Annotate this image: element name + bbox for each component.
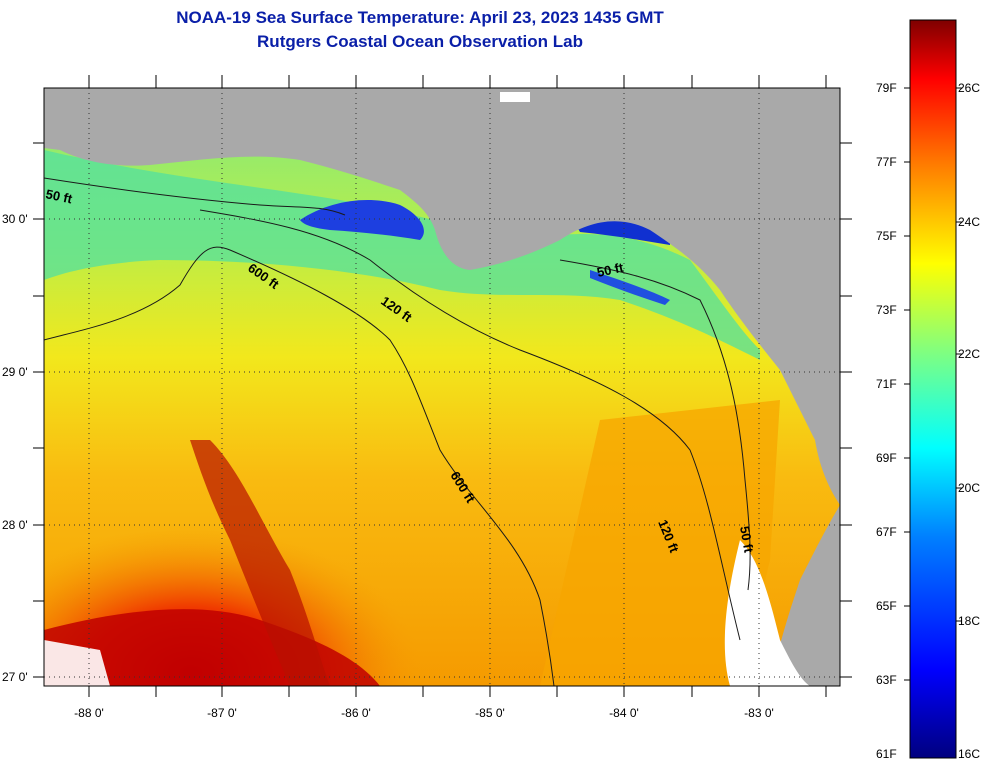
f-label: 69F [876, 451, 897, 465]
lat-label: 29 0' [2, 365, 28, 379]
contour-line-50ft-east [559, 259, 751, 591]
f-label: 71F [876, 377, 897, 391]
cold-streak [590, 270, 670, 305]
no-data-southwest [44, 640, 110, 686]
colorbar-ticks [904, 87, 962, 681]
coastal-cool-water [44, 150, 760, 360]
lon-label: -88 0' [74, 706, 104, 720]
lon-label: -83 0' [744, 706, 774, 720]
f-label: 75F [876, 229, 897, 243]
warm-filament [190, 440, 330, 686]
map-area [44, 88, 840, 686]
contour-label: 50 ft [737, 525, 757, 555]
cold-patch-west [300, 200, 424, 240]
lon-labels: -88 0' -87 0' -86 0' -85 0' -84 0' -83 0… [74, 706, 774, 720]
lat-label: 27 0' [2, 670, 28, 684]
contour-line-600ft [44, 246, 555, 686]
c-label: 18C [958, 614, 980, 628]
contour-line-120ft [199, 209, 741, 641]
f-label: 67F [876, 525, 897, 539]
f-label: 63F [876, 673, 897, 687]
lat-labels: 30 0' 29 0' 28 0' 27 0' [2, 212, 28, 684]
colorbar [909, 19, 957, 759]
contour-line-50ft [44, 177, 346, 216]
warm-eastern-shelf [540, 400, 780, 686]
lon-label: -85 0' [475, 706, 505, 720]
axis-ticks [33, 75, 852, 697]
lon-label: -86 0' [341, 706, 371, 720]
f-label: 73F [876, 303, 897, 317]
f-label: 79F [876, 81, 897, 95]
c-label: 16C [958, 747, 980, 761]
map-frame [43, 87, 841, 687]
colorbar-celsius-labels: 26C 24C 22C 20C 18C 16C [958, 81, 980, 761]
contour-label: 50 ft [44, 186, 74, 206]
map-title: NOAA-19 Sea Surface Temperature: April 2… [176, 8, 664, 27]
colorbar-fahrenheit-labels: 79F 77F 75F 73F 71F 69F 67F 65F 63F 61F [876, 81, 897, 761]
c-label: 26C [958, 81, 980, 95]
f-label: 77F [876, 155, 897, 169]
lon-label: -84 0' [609, 706, 639, 720]
f-label: 65F [876, 599, 897, 613]
c-label: 24C [958, 215, 980, 229]
lat-label: 28 0' [2, 518, 28, 532]
f-label: 61F [876, 747, 897, 761]
contour-label: 50 ft [596, 260, 626, 280]
land-peninsula [770, 505, 840, 686]
no-data-coastal [724, 540, 810, 686]
lat-label: 30 0' [2, 212, 28, 226]
c-label: 20C [958, 481, 980, 495]
no-data-inland [500, 92, 530, 102]
lon-label: -87 0' [207, 706, 237, 720]
map-subtitle: Rutgers Coastal Ocean Observation Lab [257, 32, 583, 51]
c-label: 22C [958, 347, 980, 361]
land-mass [44, 88, 840, 505]
